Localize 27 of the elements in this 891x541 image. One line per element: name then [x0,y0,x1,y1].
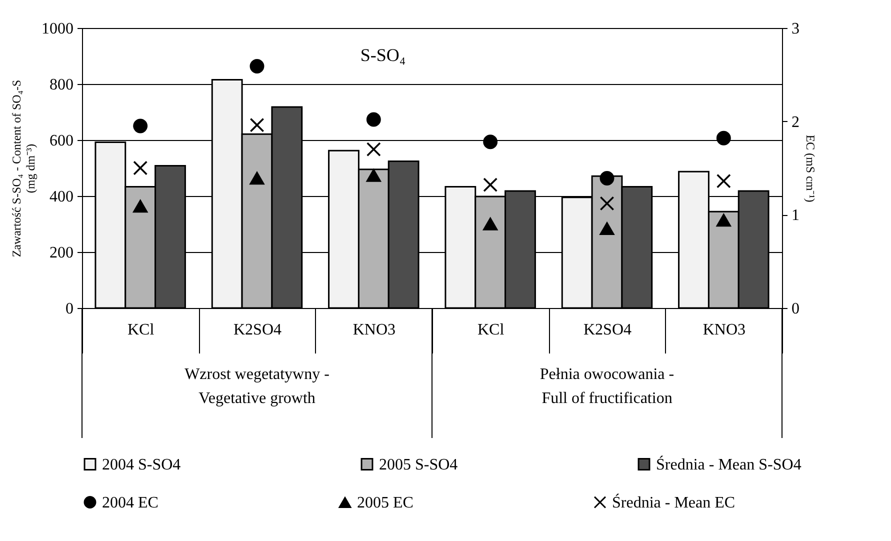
y-tick-label: 1000 [42,20,74,38]
x-tick-label: KCl [477,322,505,338]
legend-label: Średnia - Mean EC [612,493,736,512]
y2-tick-label: 1 [792,207,800,224]
x-tick-label: KNO3 [352,322,396,338]
legend-label: 2004 S-SO4 [102,456,181,474]
legend-label: 2005 S-SO4 [379,456,458,474]
y2-tick-label: 0 [792,300,800,318]
text: Pełnia owocowania - Full of fructification [540,366,674,407]
x-tick-label: K2SO4 [233,322,282,338]
y-tick-label: 800 [50,76,74,94]
x-tick-label: K2SO4 [583,322,632,338]
y-tick-label: 200 [50,244,74,262]
y-tick-label: 0 [66,300,74,318]
x-tick-label: KCl [127,322,155,338]
legend-label: Średnia - Mean S-SO4 [656,455,802,474]
text: Wzrost wegetatywny - Vegetative growth [184,366,330,407]
legend-label: 2005 EC [357,494,414,512]
legend-label: 2004 EC [102,494,158,512]
x-tick-label: KNO3 [702,322,746,338]
y-tick-label: 400 [50,188,74,206]
y2-tick-label: 2 [792,114,800,131]
text: S-SO₄ [360,45,406,65]
y2-tick-label: 3 [792,20,800,38]
y2-axis-title: EC (mS cm⁻¹) [804,134,818,202]
y-axis-title: Zawartość S-SO₄ - Content of SO₄-S (mg dm⁻³) [10,80,38,258]
y-tick-label: 600 [50,132,74,150]
